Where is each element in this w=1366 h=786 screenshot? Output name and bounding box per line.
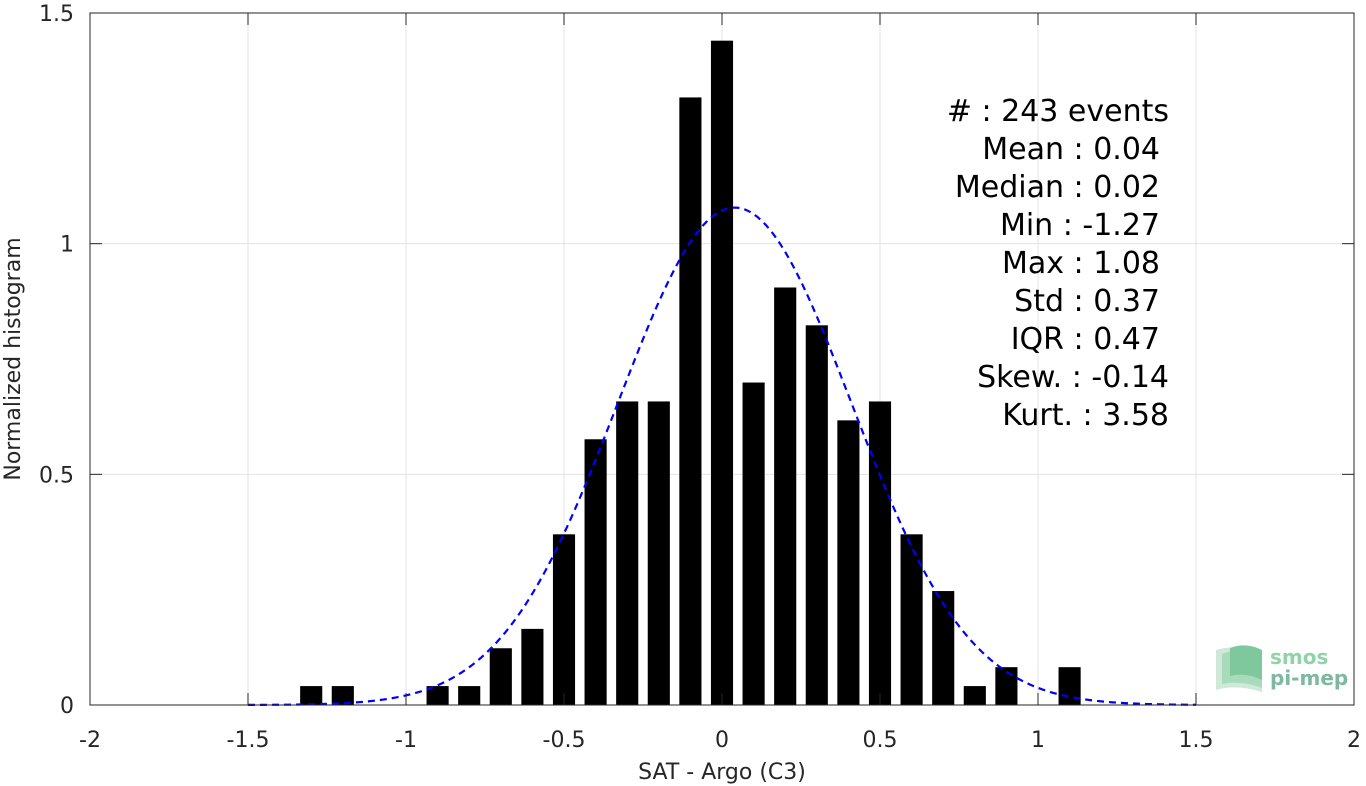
x-tick-label: 0.5: [863, 728, 898, 753]
x-tick-label: -1: [395, 728, 417, 753]
stat-line: Median : 0.02: [955, 170, 1160, 205]
histogram-bar: [742, 382, 765, 705]
histogram-bar: [458, 686, 481, 705]
histogram-bar: [489, 648, 512, 705]
stat-line: Max : 1.08: [1002, 246, 1160, 281]
y-tick-label: 1.5: [39, 2, 74, 27]
histogram-bar: [900, 534, 923, 705]
histogram-bar: [774, 287, 797, 705]
stat-line: # : 243 events: [947, 94, 1169, 129]
histogram-bar: [426, 686, 449, 705]
histogram-bars: [300, 40, 1081, 706]
stat-line: Mean : 0.04: [982, 132, 1160, 167]
x-tick-label: -0.5: [543, 728, 586, 753]
histogram-bar: [331, 686, 354, 705]
histogram-bar: [805, 325, 828, 705]
histogram-bar: [963, 686, 986, 705]
y-tick-label: 1: [60, 233, 74, 258]
y-axis-title: Normalized histogram: [1, 237, 26, 480]
x-tick-label: 2: [1347, 728, 1361, 753]
y-tick-labels: 0 0.5 1 1.5: [39, 2, 74, 719]
histogram-bar: [584, 439, 607, 705]
x-tick-label: 1: [1031, 728, 1045, 753]
x-tick-label: -2: [79, 728, 101, 753]
stat-line: Skew. : -0.14: [977, 360, 1169, 395]
histogram-bar: [552, 534, 576, 705]
axis-ticks: [89, 12, 1355, 706]
logo-text-pi-mep: pi-mep: [1270, 666, 1348, 690]
histogram-bar: [710, 40, 734, 706]
histogram-bar: [837, 420, 860, 705]
histogram-bar: [932, 591, 955, 705]
smos-pi-mep-logo: smos pi-mep: [1216, 645, 1348, 692]
logo-wave-icon: [1216, 645, 1262, 692]
histogram-bar: [521, 628, 544, 705]
x-tick-label: 0: [715, 728, 729, 753]
histogram-bar: [679, 97, 702, 705]
x-axis-title: SAT - Argo (C3): [638, 760, 806, 785]
x-tick-labels: -2 -1.5 -1 -0.5 0 0.5 1 1.5 2: [79, 728, 1361, 753]
stat-line: IQR : 0.47: [1011, 322, 1160, 357]
histogram-bar: [616, 401, 639, 705]
stat-line: Min : -1.27: [1000, 208, 1160, 243]
y-tick-label: 0.5: [39, 463, 74, 488]
histogram-bar: [995, 667, 1018, 705]
x-tick-label: 1.5: [1179, 728, 1214, 753]
histogram-bar: [647, 401, 670, 705]
y-tick-label: 0: [60, 694, 74, 719]
histogram-bar: [300, 686, 323, 705]
x-tick-label: -1.5: [227, 728, 270, 753]
stat-line: Std : 0.37: [1014, 284, 1160, 319]
histogram-bar: [868, 401, 892, 705]
stat-line: Kurt. : 3.58: [1002, 398, 1169, 433]
logo-text-smos: smos: [1270, 645, 1328, 669]
